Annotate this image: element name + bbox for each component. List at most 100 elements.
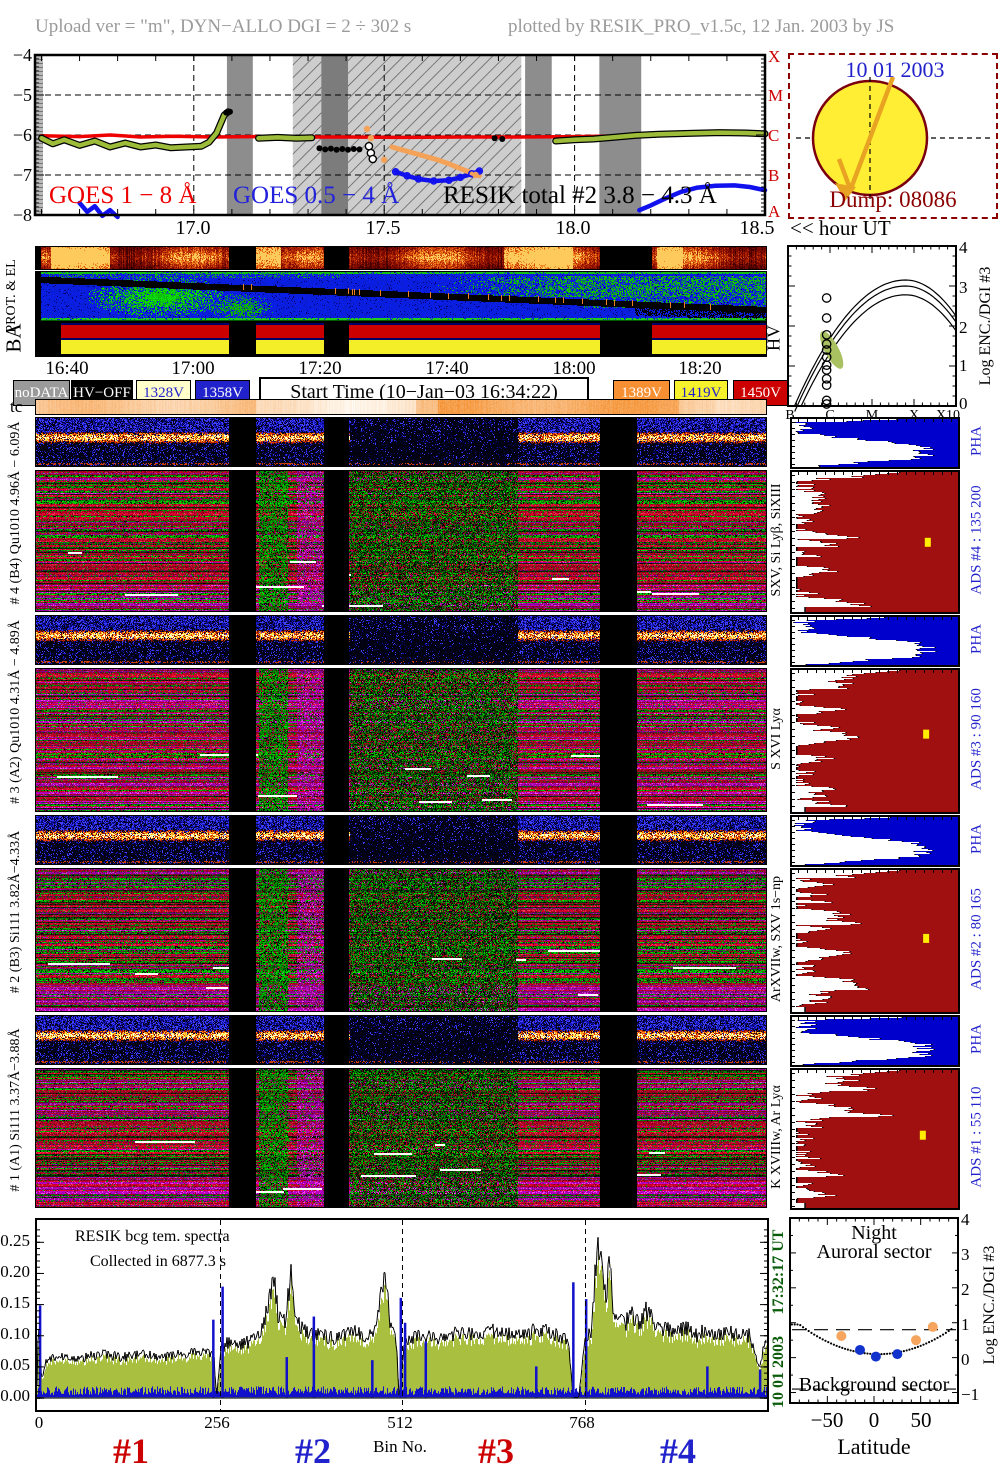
ch2-line-label: ArXVIIw, SXV 1s−np <box>769 875 784 1003</box>
ch2-pha-spectrogram <box>35 815 767 865</box>
lat-ytick-2: 2 <box>961 1280 970 1299</box>
resik-total-label: RESIK total #2 3.8 − 4.3 Å <box>443 182 717 209</box>
enc-ytick-1: 1 <box>959 356 968 375</box>
sun-date: 10 01 2003 <box>845 57 945 82</box>
ch4-spectrogram <box>35 470 767 612</box>
ch4-pha-histogram <box>790 417 960 469</box>
goes-class-m: M <box>768 86 784 105</box>
ch1-pha-spectrogram <box>35 1015 767 1065</box>
dump-arrow <box>847 76 896 192</box>
goes-high-label: GOES 0.5 − 4 Å <box>233 182 399 209</box>
enc-ytick-3: 3 <box>959 278 968 297</box>
lat-xlabel: Latitude <box>837 1434 911 1459</box>
goes-class-c: C <box>768 126 780 145</box>
ch4-ads-histogram <box>790 470 960 614</box>
tc-label: tc <box>10 397 23 416</box>
ch2-pha-histogram <box>790 815 960 867</box>
tc-temperature-strip <box>35 399 767 415</box>
ch3-line-label: S XVI Lyα <box>769 708 784 770</box>
enc-ytick-4: 4 <box>959 238 968 257</box>
enc-xtick-x: X <box>908 408 920 423</box>
latitude-activity-plot <box>789 1217 959 1404</box>
goes-xtick-17.0: 17.0 <box>175 217 211 239</box>
ch4-ads-label: ADS #4 : 135 200 <box>968 485 985 595</box>
ch1-line-label: K XVIIIw, Ar Lyα <box>769 1085 784 1189</box>
ch2-pha-label: PHA <box>968 823 985 855</box>
ch3-spectrogram <box>35 668 767 812</box>
spec-xtick-256: 256 <box>204 1413 230 1432</box>
prot-el-map-strip <box>35 271 767 322</box>
ba-hv-status-strip <box>35 322 767 357</box>
time-tick-1820: 18:20 <box>678 358 722 379</box>
ch4-line-label: SXV, Si Lyβ, SiXIII <box>769 483 784 597</box>
ch1-left-label: # 1 (A1) Si111 3.37Å−3.88Å <box>8 1028 23 1192</box>
time-tick-1700: 17:00 <box>171 358 215 379</box>
spec-ytick-005: 0.05 <box>0 1355 30 1374</box>
sun-disk-graphic <box>796 76 990 203</box>
ch3-ads-histogram <box>790 668 960 814</box>
ch4-left-label: # 4 (B4) Qu1010 4.96Å − 6.09Å <box>8 421 23 605</box>
lat-xtick--50: −50 <box>810 1408 844 1432</box>
ch1-pha-label: PHA <box>968 1023 985 1055</box>
goes-lightcurve-plot: GOES 1 − 8 Å GOES 0.5 − 4 Å RESIK total … <box>33 53 769 220</box>
goes-class-x: X <box>768 47 781 66</box>
lat-ytick-4: 4 <box>961 1210 970 1229</box>
spec-ytick-010: 0.10 <box>0 1324 30 1343</box>
goes-ytick--4: −4 <box>12 45 32 65</box>
spec-xtick-768: 768 <box>569 1413 595 1432</box>
section-3-label: #3 <box>478 1431 514 1471</box>
ch3-pha-label: PHA <box>968 623 985 655</box>
goes-low-label: GOES 1 − 8 Å <box>49 182 196 209</box>
spec-ytick-000: 0.00 <box>0 1386 30 1405</box>
lat-xtick-50: 50 <box>910 1408 932 1432</box>
lat-ytick-3: 3 <box>961 1245 970 1264</box>
goes-ytick--5: −5 <box>12 85 32 105</box>
spec-ytick-020: 0.20 <box>0 1262 30 1281</box>
enc-ylabel: Log ENC./DGI #3 <box>977 266 994 386</box>
goes-class-b: B <box>768 166 780 185</box>
side-time-label: 17:32:17 UT <box>770 1229 787 1315</box>
ch2-ads-label: ADS #2 : 80 165 <box>968 888 985 990</box>
section-2-label: #2 <box>295 1431 331 1471</box>
ch1-pha-histogram <box>790 1015 960 1067</box>
ch3-ads-label: ADS #3 : 90 160 <box>968 688 985 790</box>
goes-ytick--7: −7 <box>12 165 32 185</box>
prot-el-strip-label: PROT. & EL <box>4 259 19 333</box>
dump-arrowhead <box>835 183 856 201</box>
enc-vs-class-plot <box>787 245 957 412</box>
lat-ytick-0: 0 <box>961 1350 970 1369</box>
enc-ytick-0: 0 <box>959 394 968 413</box>
ch1-ads-histogram <box>790 1068 960 1210</box>
ch2-ads-histogram <box>790 868 960 1014</box>
goes-ytick--8: −8 <box>12 205 32 225</box>
enc-xtick-c: C <box>825 408 835 423</box>
ch4-pha-spectrogram <box>35 417 767 467</box>
lat-title-auroral: Auroral sector <box>816 1241 932 1263</box>
lat-ylabel: Log ENC./DGI #3 <box>981 1245 998 1365</box>
lat-background-label: Background sector <box>798 1374 950 1396</box>
ch1-ads-label: ADS #1 : 55 110 <box>968 1086 985 1188</box>
spec-xlabel: Bin No. <box>373 1437 427 1456</box>
lat-xtick-0: 0 <box>868 1408 880 1432</box>
side-date-label: 10 01 2003 <box>770 1336 787 1408</box>
header-right: plotted by RESIK_PRO_v1.5c, 12 Jan. 2003… <box>508 16 895 37</box>
spectrum-subtitle: Collected in 6877.3 s <box>90 1253 226 1270</box>
lat-title-night: Night <box>851 1222 897 1244</box>
enc-xtick-b: B <box>785 408 795 423</box>
spec-ytick-025: 0.25 <box>0 1231 30 1250</box>
ch4-pha-label: PHA <box>968 425 985 457</box>
goes-xtick-17.5: 17.5 <box>365 217 401 239</box>
ch3-left-label: # 3 (A2) Qu1010 4.31Å − 4.89Å <box>8 620 23 804</box>
time-tick-1740: 17:40 <box>425 358 469 379</box>
proton-flux-strip <box>35 246 767 270</box>
spectrum-title: RESIK bcg tem. spectra <box>75 1228 230 1245</box>
section-4-label: #4 <box>660 1431 696 1471</box>
header-left: Upload ver = "m", DYN−ALLO DGI = 2 ÷ 302… <box>35 16 412 37</box>
time-tick-1720: 17:20 <box>298 358 342 379</box>
goes-class-a: A <box>768 202 781 221</box>
sun-panel: 10 01 2003 Dump: 08086 <box>788 53 998 219</box>
time-tick-1640: 16:40 <box>45 358 89 379</box>
dump-label: Dump: 08086 <box>829 187 957 212</box>
lat-ytick-1: 1 <box>961 1315 970 1334</box>
